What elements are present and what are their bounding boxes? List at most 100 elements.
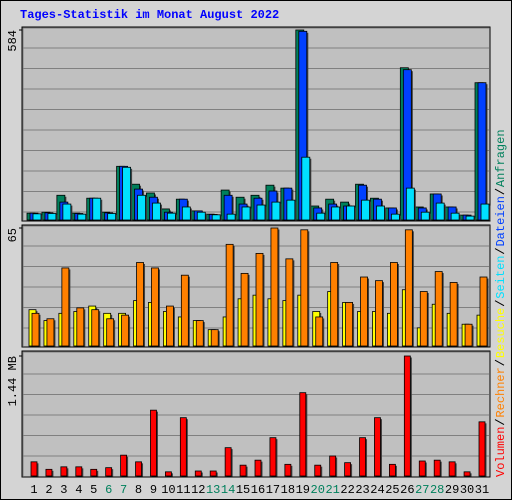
bar (135, 461, 142, 477)
bar (105, 467, 113, 477)
bar (376, 205, 385, 221)
bar (152, 202, 161, 221)
bar (91, 309, 100, 347)
bar (241, 206, 251, 221)
x-tick-label: 15 (236, 483, 250, 497)
legend-label: Besuche (494, 308, 508, 358)
x-tick-label: 31 (475, 483, 489, 497)
bar (286, 199, 296, 221)
x-tick-label: 11 (176, 483, 190, 497)
bar (404, 229, 413, 347)
bar (256, 204, 266, 221)
bar (45, 468, 53, 477)
x-tick-label: 25 (385, 483, 399, 497)
bar (179, 417, 187, 477)
bar (477, 82, 487, 221)
bar (224, 447, 232, 477)
bar (150, 409, 157, 477)
x-tick-label: 3 (60, 483, 67, 497)
x-tick-label: 12 (191, 483, 205, 497)
x-tick-label: 7 (120, 483, 127, 497)
bar (240, 272, 249, 347)
bar (196, 211, 206, 221)
x-tick-label: 6 (105, 483, 112, 497)
bar (270, 227, 279, 347)
bar (165, 305, 174, 347)
bar (360, 276, 368, 347)
bar (46, 318, 55, 347)
legend-separator (494, 300, 505, 307)
bar (403, 355, 411, 477)
x-tick-label: 18 (281, 483, 295, 497)
bar (166, 212, 176, 221)
chart-title: Tages-Statistik im Monat August 2022 (20, 8, 279, 22)
bar (60, 466, 68, 477)
x-tick-label: 14 (221, 483, 235, 497)
legend-separator (494, 248, 505, 254)
bar (75, 466, 83, 477)
x-tick-label: 17 (266, 483, 280, 497)
bar (271, 201, 281, 221)
bar (285, 258, 294, 347)
bar (194, 470, 202, 477)
y-tick-label: 584 (6, 30, 20, 52)
bar (299, 392, 307, 477)
bar (47, 213, 57, 221)
bar (301, 156, 311, 221)
bar (465, 215, 475, 221)
bar (137, 194, 146, 221)
bar (122, 166, 131, 221)
bar (435, 202, 445, 221)
bar (405, 187, 415, 221)
bar (345, 302, 354, 347)
bar (107, 213, 117, 221)
bar (225, 243, 234, 347)
bar (331, 206, 341, 221)
bar (314, 464, 322, 477)
legend-label: Volumen (494, 427, 508, 477)
x-tick-label: 9 (150, 483, 157, 497)
bar (106, 318, 115, 347)
plot-area (21, 350, 491, 478)
x-tick-label: 2 (45, 483, 52, 497)
bar (449, 282, 458, 347)
bar (61, 267, 70, 347)
x-tick-label: 22 (340, 483, 354, 497)
legend-label: Seiten (494, 256, 508, 299)
bar (434, 271, 443, 347)
bar (269, 437, 277, 477)
x-tick-label: 27 (415, 483, 429, 497)
bar (76, 307, 85, 347)
bar (136, 262, 144, 347)
x-tick-label: 29 (445, 483, 459, 497)
bar (463, 471, 471, 477)
bar (330, 262, 339, 347)
x-tick-label: 24 (370, 483, 384, 497)
bar (121, 314, 129, 347)
bar (316, 212, 326, 221)
bar (418, 460, 426, 477)
y-tick-label: 65 (6, 228, 20, 242)
legend-label: Dateien (494, 196, 508, 246)
x-tick-label: 4 (75, 483, 82, 497)
plot-bevel (22, 351, 489, 476)
bar (390, 213, 400, 221)
bar (433, 459, 441, 477)
bar (284, 463, 292, 477)
bar (479, 276, 488, 347)
bar (420, 211, 430, 221)
bar (315, 316, 324, 347)
bar (361, 199, 370, 221)
bar (180, 274, 189, 347)
bar (450, 212, 460, 221)
x-tick-label: 10 (161, 483, 175, 497)
x-tick-label: 1 (30, 483, 37, 497)
bar (211, 214, 221, 221)
bar (419, 291, 428, 347)
bar (448, 461, 456, 477)
legend-label: Anfragen (494, 129, 508, 187)
x-tick-label: 16 (251, 483, 265, 497)
bar (32, 213, 42, 221)
legend: Volumen Rechner Besuche Seiten Dateien Anfrag… (494, 129, 508, 477)
bar (30, 461, 38, 477)
